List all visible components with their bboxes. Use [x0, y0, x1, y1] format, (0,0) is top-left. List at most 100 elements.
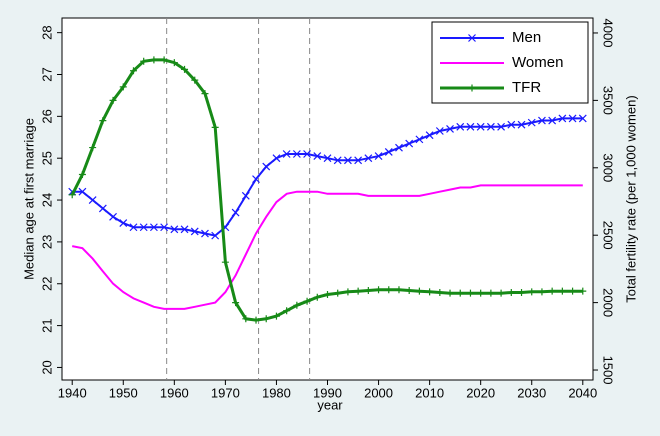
marker [139, 223, 148, 232]
marker [476, 122, 485, 131]
marker [538, 116, 546, 125]
marker [282, 150, 291, 158]
marker [119, 219, 128, 227]
marker [497, 289, 505, 297]
marker [334, 289, 342, 297]
marker [181, 65, 189, 73]
marker [231, 208, 240, 217]
marker [405, 286, 413, 294]
marker [426, 288, 434, 296]
marker [109, 212, 117, 221]
y-tick-label: 21 [39, 318, 54, 332]
x-tick-label: 1940 [58, 385, 87, 400]
marker [272, 154, 281, 163]
marker [252, 316, 260, 324]
marker [323, 154, 332, 163]
marker [466, 122, 475, 131]
x-tick-label: 1980 [262, 385, 291, 400]
marker [405, 139, 414, 148]
marker [129, 223, 138, 232]
marker [201, 229, 209, 238]
marker [385, 286, 393, 294]
marker [180, 225, 189, 234]
marker [507, 120, 516, 129]
marker [558, 114, 567, 123]
legend: Men Women TFR [431, 21, 589, 104]
marker [395, 286, 403, 294]
marker [262, 162, 271, 171]
marker [211, 231, 220, 240]
x-tick-label: 2040 [568, 385, 597, 400]
marker [68, 191, 76, 199]
marker [119, 83, 127, 91]
marker [160, 223, 169, 232]
marker [517, 120, 526, 129]
marker [446, 289, 454, 297]
marker [221, 258, 229, 266]
y-tick-label: 26 [39, 109, 54, 123]
marker [129, 67, 137, 75]
marker [150, 56, 158, 64]
marker [486, 122, 495, 131]
marker [324, 291, 331, 299]
x-tick-label: 2000 [364, 385, 393, 400]
marker [456, 289, 464, 297]
marker [364, 154, 373, 163]
x-axis-label: year [317, 397, 343, 412]
marker [190, 227, 199, 236]
marker [293, 301, 301, 309]
marker [579, 287, 587, 295]
marker [160, 56, 168, 64]
y2-tick-label: 3500 [601, 86, 616, 115]
marker [528, 288, 536, 296]
legend-label: Men [512, 29, 541, 46]
marker [568, 114, 577, 123]
x-tick-label: 1990 [313, 385, 342, 400]
marker [242, 315, 250, 323]
marker [374, 152, 383, 161]
x-tick-label: 2030 [517, 385, 546, 400]
marker [395, 143, 403, 152]
marker [538, 288, 546, 296]
y-tick-label: 27 [39, 67, 54, 81]
y2-tick-label: 1500 [601, 356, 616, 385]
y2-tick-label: 2500 [601, 221, 616, 250]
marker [415, 287, 423, 295]
marker [88, 196, 97, 204]
marker [170, 59, 178, 67]
marker [191, 76, 199, 84]
y-tick-label: 22 [39, 277, 54, 291]
marker [435, 127, 444, 135]
marker [140, 57, 148, 65]
marker [292, 150, 301, 158]
y-tick-label: 28 [39, 25, 54, 39]
marker [272, 312, 280, 320]
marker [78, 171, 86, 179]
marker [354, 156, 363, 165]
marker [252, 175, 260, 184]
marker [149, 223, 158, 232]
marker [487, 289, 495, 297]
marker [425, 131, 434, 140]
marker [89, 144, 97, 152]
series-line [71, 184, 583, 310]
marker [170, 225, 179, 234]
y-axis-label: Median age at first marriage [21, 118, 36, 280]
marker [477, 289, 485, 297]
marker [283, 307, 291, 315]
marker [456, 122, 465, 131]
marker [415, 135, 424, 144]
marker [99, 117, 107, 125]
y-tick-label: 25 [39, 151, 54, 165]
x-tick-label: 1950 [109, 385, 138, 400]
marker [578, 114, 587, 123]
marker [436, 289, 444, 296]
marker [343, 156, 352, 165]
marker [569, 287, 577, 295]
y2-tick-label: 4000 [601, 19, 616, 48]
x-tick-label: 1970 [211, 385, 240, 400]
x-tick-label: 1960 [160, 385, 189, 400]
marker [446, 124, 454, 133]
marker [98, 204, 107, 213]
